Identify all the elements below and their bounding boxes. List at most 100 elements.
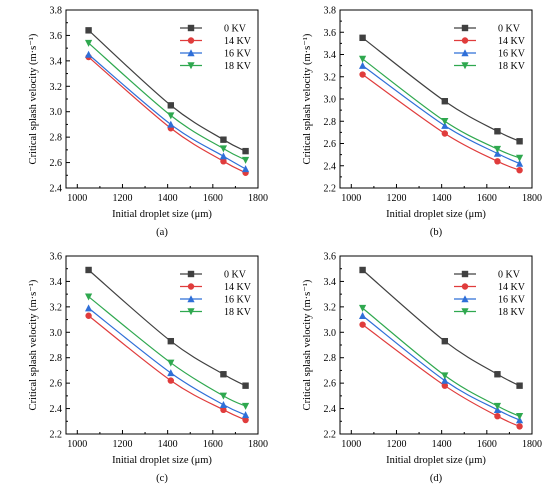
y-tick-label: 3.4 — [50, 277, 63, 288]
series-marker-triangle-down — [219, 145, 228, 153]
x-tick-label: 1800 — [522, 439, 542, 450]
y-tick-label: 3.8 — [50, 6, 63, 17]
chart-panel-1: 1000 1200 1400 1600 1800 2.4 2.6 2.8 3.0 3.2 3.4 3.… — [28, 6, 268, 239]
panel-label: (b) — [430, 227, 443, 238]
series-line — [362, 315, 520, 421]
y-tick-label: 3.4 — [50, 56, 63, 67]
series-marker-circle — [187, 37, 195, 44]
legend-label: 0 KV — [224, 270, 247, 281]
series-marker-triangle-down — [461, 62, 469, 70]
series-marker-square — [494, 371, 501, 378]
panel-label: (a) — [156, 227, 168, 238]
series-marker-circle — [461, 37, 469, 44]
series-marker-triangle-up — [441, 376, 449, 384]
y-tick-label: 2.2 — [324, 430, 337, 441]
y-tick-label: 3.0 — [324, 328, 337, 339]
y-axis-title: Critical splash velocity (m·s⁻¹) — [302, 279, 313, 410]
series-line — [88, 296, 246, 407]
series-marker-square — [359, 266, 366, 274]
panel-label: (d) — [430, 473, 443, 484]
y-tick-label: 3.0 — [50, 107, 63, 118]
legend-label: 14 KV — [224, 282, 252, 293]
series-marker-triangle-up — [515, 159, 524, 167]
y-tick-label: 3.6 — [50, 31, 63, 42]
series-marker-circle — [187, 283, 195, 290]
series-marker-triangle-up — [358, 61, 367, 69]
series-line — [362, 37, 520, 142]
series-marker-triangle-down — [515, 154, 524, 162]
series-marker-circle — [461, 283, 469, 290]
y-tick-label: 3.4 — [324, 50, 337, 61]
series-marker-triangle-up — [187, 49, 195, 57]
x-tick-label: 1200 — [386, 193, 406, 204]
series-marker-triangle-up — [219, 400, 228, 408]
series-marker-circle — [494, 158, 501, 165]
series-marker-circle — [220, 406, 227, 414]
x-axis-title: Initial droplet size (μm) — [386, 455, 486, 466]
x-axis-title: Initial droplet size (μm) — [112, 209, 212, 220]
series-marker-circle — [494, 413, 501, 420]
x-tick-label: 1000 — [341, 439, 361, 450]
legend-label: 0 KV — [224, 24, 247, 35]
x-tick-label: 1400 — [432, 439, 452, 450]
legend-label: 16 KV — [498, 49, 526, 60]
series-marker-circle — [359, 321, 366, 328]
y-tick-label: 2.6 — [324, 139, 337, 150]
series-marker-square — [187, 270, 195, 278]
legend-label: 0 KV — [498, 270, 521, 281]
series-marker-circle — [359, 71, 366, 78]
series-marker-triangle-down — [358, 55, 367, 63]
y-tick-label: 3.6 — [50, 252, 63, 263]
series-marker-triangle-up — [167, 120, 175, 128]
series-marker-square — [461, 270, 469, 278]
series-marker-triangle-up — [461, 49, 469, 57]
x-tick-label: 1400 — [158, 439, 178, 450]
series-line — [362, 307, 520, 417]
y-tick-label: 3.0 — [324, 95, 337, 106]
y-tick-label: 2.4 — [50, 184, 63, 195]
x-tick-label: 1800 — [248, 193, 268, 204]
series-marker-circle — [516, 423, 523, 430]
series-marker-triangle-down — [493, 145, 502, 153]
y-tick-label: 2.4 — [50, 404, 63, 415]
y-tick-label: 3.2 — [50, 82, 63, 93]
series-marker-square — [494, 128, 501, 135]
series-marker-circle — [441, 130, 449, 137]
y-tick-label: 3.2 — [324, 302, 337, 313]
series-marker-square — [85, 266, 92, 274]
series-marker-square — [441, 98, 449, 105]
y-tick-label: 2.6 — [50, 379, 63, 390]
x-tick-label: 1400 — [432, 193, 452, 204]
series-line — [88, 54, 246, 170]
series-marker-circle — [516, 167, 523, 174]
y-axis-title: Critical splash velocity (m·s⁻¹) — [302, 33, 313, 164]
series-marker-circle — [242, 416, 249, 424]
series-marker-triangle-down — [441, 118, 449, 126]
series-line — [88, 56, 246, 174]
x-tick-label: 1200 — [112, 193, 132, 204]
y-tick-label: 2.8 — [324, 117, 337, 128]
series-line — [362, 324, 520, 427]
series-marker-triangle-down — [441, 372, 449, 380]
x-axis-title: Initial droplet size (μm) — [112, 455, 212, 466]
series-line — [88, 269, 246, 387]
series-line — [362, 65, 520, 165]
chart-panel-2: 1000 1200 1400 1600 1800 2.2 2.4 2.6 2.8 3.0 3.2 3.… — [302, 6, 542, 239]
series-marker-triangle-down — [493, 402, 502, 410]
series-marker-triangle-down — [515, 413, 524, 420]
series-line — [362, 269, 520, 387]
y-tick-label: 2.2 — [50, 430, 63, 441]
legend-label: 14 KV — [498, 282, 526, 293]
x-tick-label: 1600 — [203, 439, 223, 450]
series-marker-triangle-up — [241, 165, 250, 173]
y-tick-label: 3.6 — [324, 28, 337, 39]
x-tick-label: 1200 — [386, 439, 406, 450]
legend-label: 16 KV — [498, 295, 526, 306]
series-marker-square — [85, 27, 92, 34]
y-tick-label: 2.2 — [324, 184, 337, 195]
y-tick-label: 3.4 — [324, 277, 337, 288]
series-marker-triangle-down — [241, 156, 250, 164]
x-tick-label: 1600 — [477, 439, 497, 450]
y-tick-label: 2.8 — [50, 133, 63, 144]
y-tick-label: 2.6 — [324, 379, 337, 390]
